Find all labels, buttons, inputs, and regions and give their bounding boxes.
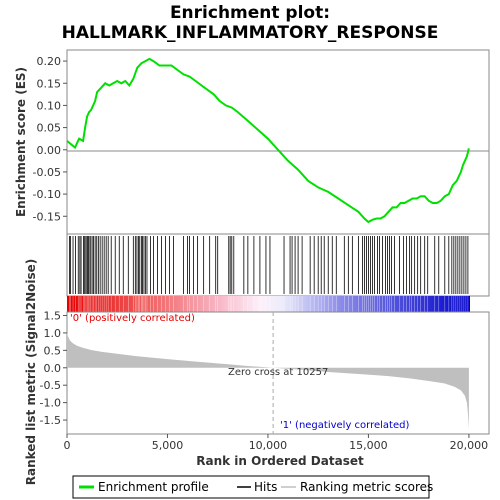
metric-y-tick-label: 1.5 — [44, 309, 62, 322]
metric-y-tick-label: 0.5 — [44, 344, 62, 357]
es-y-tick-label: 0.10 — [37, 99, 62, 112]
es-y-tick-label: 0.20 — [37, 55, 62, 68]
hits-panel — [66, 233, 490, 297]
rank-color-strip — [67, 296, 470, 312]
chart-subtitle: HALLMARK_INFLAMMATORY_RESPONSE — [62, 23, 439, 43]
x-axis-label: Rank in Ordered Dataset — [196, 454, 364, 468]
enrichment-profile-line — [66, 57, 470, 224]
es-y-ticks: 0.20 0.15 0.10 0.05 0.00 -0.05 -0.10 -0.15 — [33, 55, 67, 223]
es-y-tick-label: 0.15 — [37, 77, 62, 90]
es-y-tick-label: -0.05 — [33, 166, 61, 179]
legend-label-ranking: Ranking metric scores — [300, 480, 433, 494]
negative-label: '1' (negatively correlated) — [280, 420, 409, 431]
es-panel: 0.20 0.15 0.10 0.05 0.00 -0.05 -0.10 -0.15 Enri… — [14, 49, 490, 235]
es-y-tick-label: -0.10 — [33, 188, 61, 201]
metric-panel: 1.5 1.0 0.5 0.0 -0.5 -1.0 -1.5 0 5,000 10,000 15,… — [24, 259, 490, 486]
chart-title: Enrichment plot: — [170, 3, 330, 23]
x-tick-label: 20,000 — [450, 439, 489, 452]
metric-y-tick-label: 1.0 — [44, 327, 62, 340]
legend-label-hits: Hits — [254, 480, 277, 494]
metric-y-tick-label: -1.0 — [40, 397, 61, 410]
es-y-tick-label: 0.00 — [37, 144, 62, 157]
es-y-tick-label: -0.15 — [33, 210, 61, 223]
metric-y-tick-label: 0.0 — [44, 362, 62, 375]
zero-cross-label: Zero cross at 10257 — [228, 367, 328, 378]
strip-hit-lines — [69, 296, 469, 312]
es-axis-label: Enrichment score (ES) — [14, 67, 28, 217]
x-tick-label: 15,000 — [349, 439, 388, 452]
legend: Enrichment profile Hits Ranking metric s… — [72, 475, 433, 499]
x-tick-label: 0 — [64, 439, 71, 452]
x-tick-label: 10,000 — [249, 439, 288, 452]
metric-y-tick-label: -1.5 — [40, 414, 61, 427]
hit-marks — [69, 236, 469, 294]
legend-label-enrichment: Enrichment profile — [98, 480, 209, 494]
color-gradient-bar — [67, 296, 470, 312]
metric-axis-label: Ranked list metric (Signal2Noise) — [24, 259, 38, 486]
es-panel-frame — [66, 49, 490, 235]
x-tick-label: 5,000 — [152, 439, 184, 452]
metric-y-tick-label: -0.5 — [40, 379, 61, 392]
metric-y-ticks: 1.5 1.0 0.5 0.0 -0.5 -1.0 -1.5 — [40, 309, 67, 427]
x-ticks: 0 5,000 10,000 15,000 20,000 — [64, 434, 489, 452]
es-y-tick-label: 0.05 — [37, 122, 62, 135]
hits-panel-frame — [66, 233, 490, 297]
positive-label: '0' (positively correlated) — [70, 313, 195, 324]
